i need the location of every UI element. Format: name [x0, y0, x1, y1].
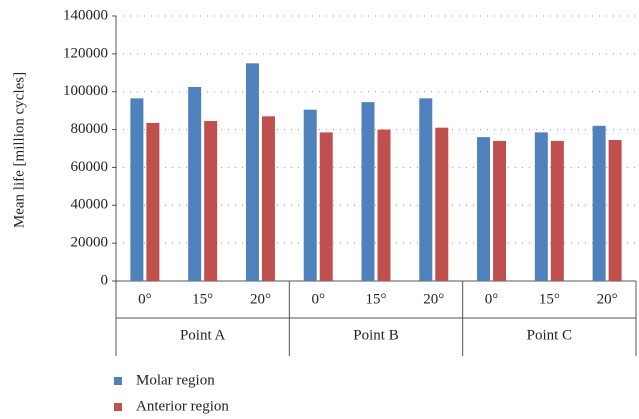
y-tick-label: 60000: [71, 159, 109, 175]
bar: [245, 63, 259, 282]
x-tick-label: 20°: [250, 291, 271, 307]
legend-label: Anterior region: [136, 398, 229, 414]
bar: [419, 98, 433, 281]
bar: [592, 125, 606, 282]
bar: [319, 132, 333, 281]
x-tick-label: 15°: [192, 291, 213, 307]
legend-swatch: [114, 377, 122, 385]
y-tick-label: 80000: [71, 121, 109, 137]
bar: [204, 121, 218, 281]
y-tick-label: 0: [101, 272, 109, 288]
bar: [146, 122, 160, 281]
legend-label: Molar region: [136, 372, 215, 388]
bar: [608, 139, 622, 281]
bar: [188, 86, 202, 281]
group-label: Point C: [527, 327, 572, 343]
bar: [550, 140, 564, 281]
y-tick-label: 140000: [63, 7, 108, 23]
bar: [130, 98, 144, 281]
y-tick-label: 20000: [71, 235, 109, 251]
bar: [361, 102, 375, 281]
group-label: Point B: [353, 327, 398, 343]
group-label: Point A: [180, 327, 226, 343]
y-tick-label: 120000: [63, 45, 108, 61]
x-tick-label: 15°: [539, 291, 560, 307]
x-tick-label: 15°: [366, 291, 387, 307]
x-tick-label: 0°: [485, 291, 499, 307]
bar: [493, 140, 507, 281]
legend-swatch: [114, 403, 122, 411]
bar: [261, 116, 275, 281]
x-tick-label: 0°: [311, 291, 325, 307]
x-tick-label: 0°: [138, 291, 152, 307]
y-tick-label: 40000: [71, 197, 109, 213]
x-tick-label: 20°: [423, 291, 444, 307]
x-tick-label: 20°: [597, 291, 618, 307]
bar: [435, 127, 449, 281]
bar: [477, 137, 491, 281]
bar: [534, 132, 548, 281]
y-tick-label: 100000: [63, 83, 108, 99]
y-axis-label: Mean life [million cycles]: [11, 72, 27, 228]
bar: [303, 109, 317, 281]
bar: [377, 129, 391, 281]
